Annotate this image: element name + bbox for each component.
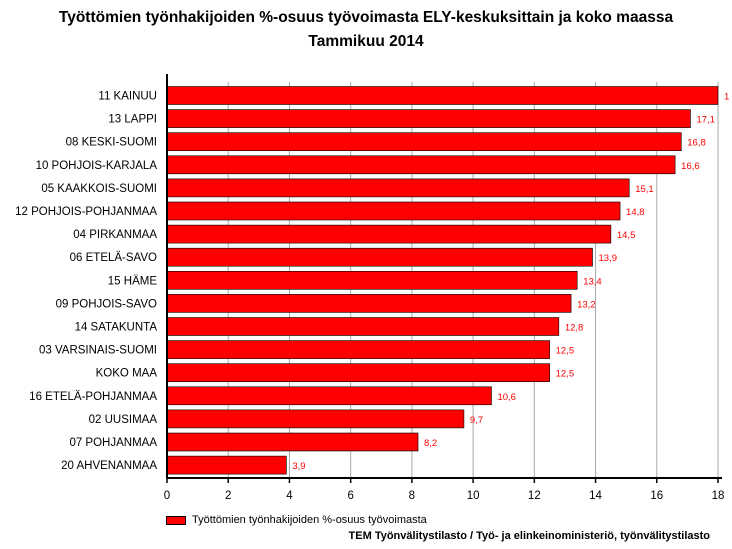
bar — [166, 247, 593, 267]
bar — [166, 155, 676, 175]
bar — [166, 201, 621, 221]
category-label: 04 PIRKANMAA — [73, 229, 157, 241]
x-tick-label: 14 — [589, 490, 602, 502]
category-label: 13 LAPPI — [108, 114, 157, 126]
data-label: 12,5 — [556, 346, 575, 357]
x-tick-label: 10 — [467, 490, 480, 502]
x-tick-label: 16 — [650, 490, 663, 502]
data-label: 13,2 — [577, 299, 596, 310]
data-label: 12,8 — [565, 323, 584, 334]
category-label: KOKO MAA — [96, 368, 158, 380]
chart-title-line1: Työttömien työnhakijoiden %-osuus työvoi… — [58, 9, 674, 26]
x-tick-label: 18 — [712, 490, 725, 502]
data-label: 8,2 — [424, 438, 437, 449]
bar — [166, 294, 572, 313]
category-label: 09 POHJOIS-SAVO — [56, 298, 157, 310]
data-label: 14,8 — [626, 207, 645, 218]
category-label: 05 KAAKKOIS-SUOMI — [41, 183, 157, 195]
bar — [166, 270, 578, 290]
data-label: 17,1 — [696, 115, 715, 126]
bar — [166, 317, 560, 336]
legend-label: Työttömien työnhakijoiden %-osuus työvoi… — [192, 514, 427, 526]
x-tick-label: 2 — [225, 490, 231, 502]
category-label: 08 KESKI-SUOMI — [66, 137, 157, 149]
bar — [166, 178, 630, 198]
data-label: 10,6 — [497, 392, 516, 403]
category-label: 12 POHJOIS-POHJANMAA — [15, 206, 157, 218]
bar — [166, 363, 550, 383]
category-label: 03 VARSINAIS-SUOMI — [39, 345, 157, 357]
bar — [166, 386, 492, 406]
data-label: 1 — [724, 92, 729, 103]
category-label: 02 UUSIMAA — [89, 414, 158, 426]
data-label: 9,7 — [470, 415, 483, 426]
bar — [166, 432, 419, 452]
category-label: 14 SATAKUNTA — [75, 322, 158, 334]
chart-subtitle: Tammikuu 2014 — [308, 33, 424, 50]
bar — [166, 86, 719, 105]
category-label: 06 ETELÄ-SAVO — [70, 252, 157, 264]
category-label: 10 POHJOIS-KARJALA — [36, 160, 158, 172]
category-label: 16 ETELÄ-POHJANMAA — [29, 391, 157, 403]
x-tick-label: 6 — [347, 490, 353, 502]
data-label: 12,5 — [556, 369, 575, 380]
source-note: TEM Työnvälitystilasto / Työ- ja elinkei… — [348, 530, 710, 542]
legend: Työttömien työnhakijoiden %-osuus työvoi… — [166, 514, 427, 526]
category-label: 07 POHJANMAA — [69, 437, 157, 449]
data-label: 13,9 — [598, 253, 617, 264]
x-tick-label: 8 — [409, 490, 415, 502]
data-label: 3,9 — [292, 461, 305, 472]
category-label: 15 HÄME — [108, 275, 158, 287]
legend-swatch — [166, 515, 186, 525]
category-label: 20 AHVENANMAA — [61, 460, 157, 472]
x-tick-label: 4 — [286, 490, 293, 502]
x-tick-label: 0 — [164, 490, 170, 502]
bar — [166, 109, 691, 128]
bar — [166, 132, 682, 151]
x-tick-label: 12 — [528, 490, 541, 502]
chart-title: Työttömien työnhakijoiden %-osuus työvoi… — [0, 6, 732, 54]
data-label: 16,6 — [681, 161, 700, 172]
data-label: 15,1 — [635, 184, 654, 195]
bar — [166, 224, 612, 244]
bar — [166, 340, 550, 359]
bar — [166, 409, 465, 429]
data-label: 16,8 — [687, 138, 706, 149]
category-label: 11 KAINUU — [98, 91, 157, 103]
bar — [166, 455, 287, 475]
data-label: 13,4 — [583, 276, 602, 287]
data-label: 14,5 — [617, 230, 636, 241]
